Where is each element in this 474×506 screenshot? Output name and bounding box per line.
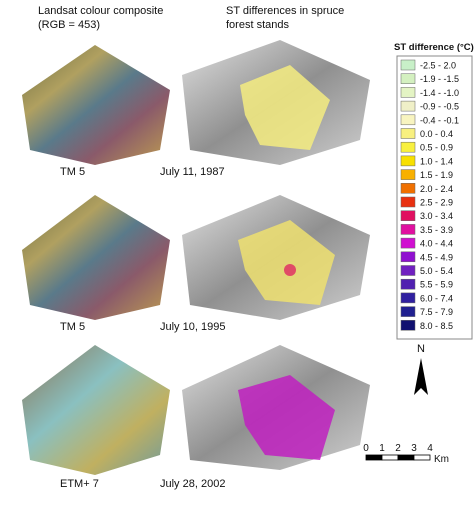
legend-swatch <box>400 87 416 98</box>
legend-label: 1.5 - 1.9 <box>420 170 453 180</box>
legend-swatch <box>400 320 416 331</box>
legend-label: 1.0 - 1.4 <box>420 156 453 166</box>
sensor: TM 5 <box>60 166 85 178</box>
legend-swatch <box>400 114 416 126</box>
legend-swatch <box>400 59 416 71</box>
north-label: N <box>417 343 425 355</box>
legend-swatch <box>400 128 416 139</box>
legend-label: -0.9 - -0.5 <box>420 102 459 112</box>
scale-label: 0 <box>363 443 369 454</box>
header: forest stands <box>226 19 289 31</box>
legend-swatch <box>400 169 416 180</box>
legend-swatch <box>400 306 416 317</box>
legend-swatch <box>400 100 416 112</box>
scale-bar: 0 1 2 3 4Km <box>363 443 449 465</box>
scale-label: 3 <box>411 443 417 454</box>
overlay <box>238 375 335 460</box>
scale-segment <box>413 454 431 461</box>
legend-label: 0.5 - 0.9 <box>420 143 453 153</box>
legend-swatch <box>400 237 416 249</box>
legend-label: 2.0 - 2.4 <box>420 184 453 194</box>
scale-label: 1 <box>379 443 385 454</box>
legend-swatch <box>400 292 416 304</box>
legend-label: -2.5 - 2.0 <box>420 61 456 71</box>
legend-label: 0.0 - 0.4 <box>420 129 453 139</box>
scale-segment <box>365 454 383 461</box>
legend-label: 5.5 - 5.9 <box>420 280 453 290</box>
legend-title: ST difference (°C) <box>394 42 474 53</box>
header: ST differences in spruce <box>226 5 344 17</box>
scale-segment <box>397 454 415 461</box>
legend-label: 4.5 - 4.9 <box>420 252 453 262</box>
date: July 11, 1987 <box>160 166 225 178</box>
date: July 28, 2002 <box>160 478 225 490</box>
legend: -2.5 - 2.0 -1.9 - -1.5 -1.4 - -1.0 -0.9 - -… <box>400 59 459 331</box>
legend-label: 7.5 - 7.9 <box>420 307 453 317</box>
legend-label: 2.5 - 2.9 <box>420 198 453 208</box>
north-arrow <box>414 358 428 395</box>
legend-label: 3.5 - 3.9 <box>420 225 453 235</box>
row-1: TM 5 July 11, 1987 <box>22 40 370 178</box>
legend-swatch <box>400 210 416 221</box>
legend-label: -1.9 - -1.5 <box>420 74 459 84</box>
sensor: ETM+ 7 <box>60 478 99 490</box>
row-3: ETM+ 7 July 28, 2002 <box>22 345 370 490</box>
legend-label: 4.0 - 4.4 <box>420 239 453 249</box>
scale-label: 4 <box>427 443 433 454</box>
legend-label: 6.0 - 7.4 <box>420 293 453 303</box>
scale-unit: Km <box>434 454 449 465</box>
legend-swatch <box>400 141 416 153</box>
legend-label: -0.4 - -0.1 <box>420 115 459 125</box>
scale-segment <box>381 454 399 461</box>
scale-label: 2 <box>395 443 401 454</box>
terrain <box>22 345 170 475</box>
legend-label: 8.0 - 8.5 <box>420 321 453 331</box>
header: (RGB = 453) <box>38 19 100 31</box>
date: July 10, 1995 <box>160 321 225 333</box>
overlay <box>238 220 335 305</box>
overlay <box>240 65 330 150</box>
legend-swatch <box>400 155 416 167</box>
overlay <box>284 264 296 276</box>
legend-label: -1.4 - -1.0 <box>420 88 459 98</box>
terrain <box>22 195 170 320</box>
legend-swatch <box>400 265 416 276</box>
legend-label: 3.0 - 3.4 <box>420 211 453 221</box>
legend-swatch <box>400 183 416 194</box>
row-2: TM 5 July 10, 1995 <box>22 195 370 333</box>
header: Landsat colour composite <box>38 5 163 17</box>
legend-swatch <box>400 251 416 263</box>
legend-swatch <box>400 196 416 208</box>
legend-swatch <box>400 73 416 84</box>
legend-label: 5.0 - 5.4 <box>420 266 453 276</box>
legend-swatch <box>400 278 416 290</box>
terrain <box>22 45 170 165</box>
legend-swatch <box>400 224 416 235</box>
sensor: TM 5 <box>60 321 85 333</box>
